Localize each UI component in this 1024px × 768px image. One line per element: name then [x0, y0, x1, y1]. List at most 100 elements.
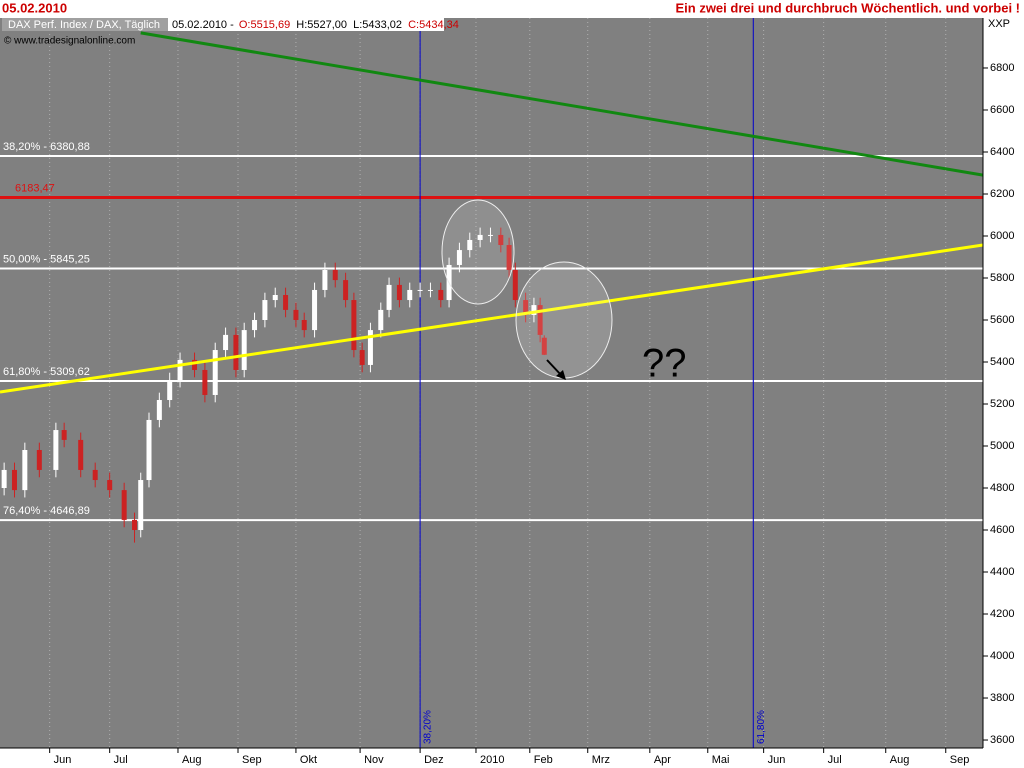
y-tick-label: 3600: [990, 734, 1014, 746]
candle-body: [301, 319, 307, 331]
y-tick-label: 6200: [990, 188, 1014, 200]
y-tick-label: 6400: [990, 146, 1014, 158]
candle-body: [78, 439, 84, 470]
annotation-ellipse: [441, 199, 515, 305]
candle-body: [252, 319, 258, 331]
y-tick-label: 5000: [990, 440, 1014, 452]
annotation: ??: [642, 342, 687, 386]
candle-body: [396, 284, 402, 301]
candle-body: [322, 270, 328, 290]
candle-body: [367, 330, 373, 365]
candle-body: [202, 369, 208, 395]
candle-body: [53, 430, 59, 470]
candle-body: [351, 300, 357, 351]
candle-body: [498, 234, 504, 246]
y-tick-label: 6000: [990, 230, 1014, 242]
candle-body: [1, 469, 7, 489]
y-tick-label: 6800: [990, 62, 1014, 74]
ohlc-high: H:5527,00: [296, 19, 347, 31]
candle-body: [487, 234, 493, 236]
copyright: © www.tradesignalonline.com: [4, 36, 135, 47]
candle-body: [407, 289, 413, 301]
y-tick-label: 4400: [990, 566, 1014, 578]
candle-body: [512, 270, 518, 301]
y-tick-label: 3800: [990, 692, 1014, 704]
candle-body: [523, 300, 529, 315]
plot-area: [0, 18, 983, 748]
candle-body: [272, 295, 278, 301]
candle-body: [438, 289, 444, 301]
x-tick-label: Jul: [114, 754, 128, 766]
x-tick-label: Nov: [364, 754, 384, 766]
candle-body: [233, 334, 239, 370]
candle-body: [223, 334, 229, 351]
level-label: 38,20% - 6380,88: [3, 141, 90, 153]
x-tick-label: Mai: [712, 754, 730, 766]
candle-body: [262, 300, 268, 320]
legend-box: [2, 18, 168, 31]
y-tick-label: 4000: [990, 650, 1014, 662]
x-tick-label: Mrz: [592, 754, 610, 766]
candle-body: [531, 305, 537, 315]
x-tick-label: Dez: [424, 754, 444, 766]
candle-body: [541, 337, 547, 355]
level-label: 50,00% - 5845,25: [3, 253, 90, 265]
candle-body: [537, 305, 543, 335]
ohlc-close: C:5434,34: [408, 19, 459, 31]
candle-body: [241, 330, 247, 370]
ohlc-date: 05.02.2010 -: [172, 19, 234, 31]
plot: 38,20% - 6380,88 6183,47 50,00% - 5845,25 6…: [0, 18, 984, 748]
x-tick-label: Jun: [54, 754, 72, 766]
ohlc-header: 05.02.2010 - O:5515,69 H:5527,00 L:5433,…: [172, 19, 459, 31]
x-tick-label: 2010: [480, 754, 504, 766]
ohlc-box: [168, 18, 444, 31]
y-tick-label: 6600: [990, 104, 1014, 116]
chart-title: Ein zwei drei und durchbruch Wöchentlich…: [675, 0, 1020, 15]
header-bar: [0, 0, 1024, 18]
candle-body: [177, 359, 183, 381]
candle-body: [467, 239, 473, 251]
y-tick-label: 4800: [990, 482, 1014, 494]
candle-body: [312, 289, 318, 331]
candle-body: [138, 480, 144, 531]
candle-body: [427, 289, 433, 291]
x-tick-label: Jun: [768, 754, 786, 766]
candle-body: [107, 480, 113, 491]
x-tick-label: Apr: [654, 754, 671, 766]
candle-body: [293, 309, 299, 320]
vertical-line-label: 61,80%: [756, 710, 767, 744]
y-tick-label: 5800: [990, 272, 1014, 284]
y-tick-label: 5200: [990, 398, 1014, 410]
level-label: 6183,47: [15, 182, 55, 194]
candle-body: [386, 284, 392, 310]
candle-body: [378, 309, 384, 331]
instrument: DAX Perf. Index / DAX, Täglich: [8, 19, 160, 31]
candle-body: [212, 350, 218, 395]
ohlc-low: L:5433,02: [353, 19, 402, 31]
trendline: [140, 31, 984, 177]
annotation-arrowhead: [556, 370, 566, 380]
candle-body: [146, 419, 152, 481]
vertical-line-label: 38,20%: [423, 710, 434, 744]
candle-body: [61, 430, 67, 440]
level-label: 61,80% - 5309,62: [3, 366, 90, 378]
candle-body: [477, 234, 483, 240]
date: 05.02.2010: [2, 0, 67, 15]
candle-body: [36, 449, 42, 470]
annotation-ellipse: [515, 261, 613, 379]
candle-body: [121, 490, 127, 520]
candle-body: [456, 250, 462, 265]
candle-body: [417, 289, 423, 291]
trendline: [0, 243, 984, 394]
candle-body: [22, 449, 28, 491]
level-label: 76,40% - 4646,89: [3, 505, 90, 517]
y-tick-label: 4600: [990, 524, 1014, 536]
candle-body: [132, 519, 138, 531]
y-tick-label: 5600: [990, 314, 1014, 326]
candle-body: [283, 295, 289, 310]
candle-body: [359, 350, 365, 365]
candle-body: [92, 469, 98, 481]
candle-body: [167, 380, 173, 401]
candle-body: [156, 400, 162, 420]
